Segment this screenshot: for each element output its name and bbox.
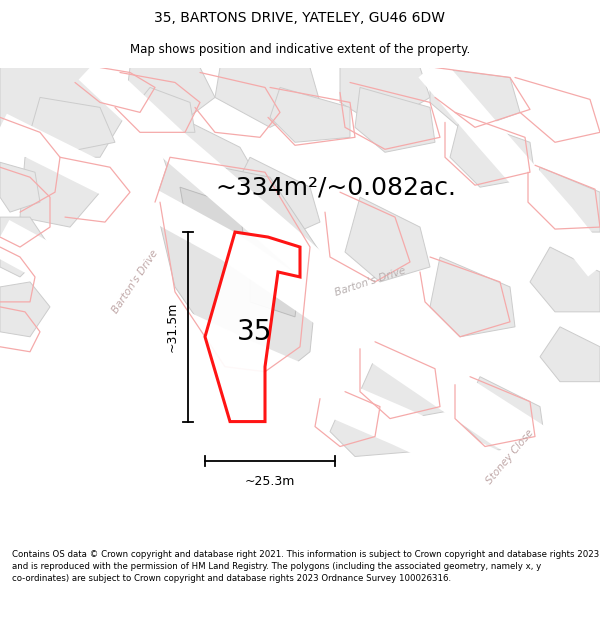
Polygon shape [250, 257, 300, 317]
Text: 35, BARTONS DRIVE, YATELEY, GU46 6DW: 35, BARTONS DRIVE, YATELEY, GU46 6DW [155, 11, 445, 26]
Polygon shape [0, 282, 50, 337]
Polygon shape [530, 168, 600, 232]
Text: ~334m²/~0.082ac.: ~334m²/~0.082ac. [215, 175, 456, 199]
Polygon shape [130, 88, 195, 132]
Polygon shape [20, 158, 100, 227]
Polygon shape [340, 68, 430, 128]
Polygon shape [540, 327, 600, 382]
Polygon shape [215, 68, 320, 128]
Polygon shape [450, 118, 535, 188]
Polygon shape [0, 217, 50, 277]
Text: Stoney Close: Stoney Close [484, 428, 536, 486]
Polygon shape [345, 197, 430, 282]
Text: Contains OS data © Crown copyright and database right 2021. This information is : Contains OS data © Crown copyright and d… [12, 550, 599, 582]
Polygon shape [0, 68, 130, 158]
Polygon shape [125, 68, 215, 128]
Polygon shape [0, 162, 40, 212]
Polygon shape [430, 68, 520, 132]
Text: Barton's Drive: Barton's Drive [333, 266, 407, 298]
Polygon shape [155, 158, 320, 372]
Polygon shape [360, 347, 445, 422]
Text: ~25.3m: ~25.3m [245, 475, 295, 488]
Polygon shape [430, 257, 515, 337]
Polygon shape [355, 88, 435, 152]
Polygon shape [180, 188, 245, 252]
Polygon shape [205, 232, 300, 422]
Polygon shape [240, 158, 320, 242]
Polygon shape [30, 98, 115, 152]
Text: Map shows position and indicative extent of the property.: Map shows position and indicative extent… [130, 42, 470, 56]
Polygon shape [160, 118, 260, 207]
Text: Barton's Drive: Barton's Drive [110, 249, 160, 316]
Polygon shape [270, 88, 350, 142]
Polygon shape [330, 387, 415, 456]
Polygon shape [530, 247, 600, 312]
Text: 35: 35 [238, 318, 272, 346]
Text: ~31.5m: ~31.5m [166, 302, 179, 352]
Polygon shape [460, 377, 545, 451]
